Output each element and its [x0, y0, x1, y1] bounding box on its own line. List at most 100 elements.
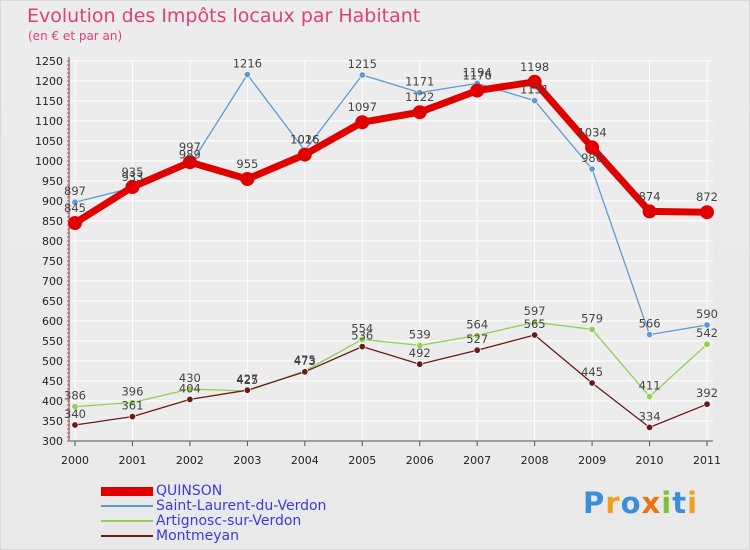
legend-swatch-montmeyan — [101, 535, 153, 537]
data-label-artignosc-sur-verdon: 579 — [581, 311, 603, 325]
data-point-artignosc-sur-verdon — [473, 331, 481, 339]
data-point-montmeyan — [301, 368, 309, 376]
series-layer — [68, 71, 714, 431]
data-label-quinson: 874 — [639, 189, 661, 203]
logo-letter: t — [672, 486, 688, 520]
x-tick-label: 2011 — [693, 454, 721, 467]
data-label-montmeyan: 565 — [524, 317, 546, 331]
series-line-montmeyan — [74, 334, 708, 429]
data-label-montmeyan: 492 — [409, 346, 431, 360]
y-tick-label: 550 — [42, 335, 63, 348]
data-label-montmeyan: 527 — [466, 332, 488, 346]
y-tick-label: 400 — [42, 395, 63, 408]
data-label-montmeyan: 340 — [64, 407, 86, 421]
data-point-artignosc-sur-verdon — [128, 399, 136, 407]
y-tick-label: 450 — [42, 375, 63, 388]
data-point-saint-laurent-du-verdon — [703, 321, 711, 329]
chart-subtitle: (en € et par an) — [28, 29, 123, 43]
data-label-artignosc-sur-verdon: 475 — [294, 353, 316, 367]
y-tick-labels: 300 350 400 450 500 550 600 650 700 750 800 850 900 9… — [35, 55, 63, 448]
data-point-quinson — [297, 147, 312, 162]
legend-swatch-quinson — [101, 487, 153, 496]
data-point-saint-laurent-du-verdon — [416, 89, 424, 97]
data-point-montmeyan — [473, 346, 481, 354]
y-tick-label: 1150 — [35, 95, 63, 108]
data-label-montmeyan: 445 — [581, 365, 603, 379]
y-tick-label: 1200 — [35, 75, 63, 88]
data-label-saint-laurent-du-verdon: 566 — [639, 317, 661, 331]
data-label-montmeyan: 473 — [294, 354, 316, 368]
data-label-quinson: 1034 — [577, 125, 606, 139]
legend-label-montmeyan: Montmeyan — [156, 528, 239, 544]
data-label-artignosc-sur-verdon: 386 — [64, 389, 86, 403]
data-label-quinson: 1198 — [520, 60, 549, 74]
data-label-saint-laurent-du-verdon: 1216 — [233, 57, 262, 71]
data-label-artignosc-sur-verdon: 542 — [696, 326, 718, 340]
logo-letter: o — [620, 486, 642, 520]
data-point-montmeyan — [358, 343, 366, 351]
data-point-montmeyan — [531, 331, 539, 339]
data-label-montmeyan: 427 — [236, 372, 258, 386]
data-point-quinson — [355, 115, 370, 130]
data-point-montmeyan — [646, 423, 654, 431]
proxiti-logo: Proxiti — [583, 486, 698, 520]
data-point-artignosc-sur-verdon — [186, 385, 194, 393]
x-tick-label: 2001 — [118, 454, 146, 467]
data-label-saint-laurent-du-verdon: 980 — [581, 151, 603, 165]
data-point-quinson — [642, 204, 657, 219]
data-label-quinson: 955 — [236, 157, 258, 171]
data-label-saint-laurent-du-verdon: 1171 — [405, 75, 434, 89]
data-label-quinson: 997 — [179, 140, 201, 154]
y-tick-label: 500 — [42, 355, 63, 368]
y-tick-label: 700 — [42, 275, 63, 288]
data-label-artignosc-sur-verdon: 430 — [179, 371, 201, 385]
logo-letter: i — [687, 486, 699, 520]
data-point-saint-laurent-du-verdon — [71, 198, 79, 206]
data-label-montmeyan: 404 — [179, 381, 201, 395]
data-label-saint-laurent-du-verdon: 933 — [121, 170, 143, 184]
data-label-quinson: 845 — [64, 201, 86, 215]
y-tick-label: 300 — [42, 435, 63, 448]
logo-letter: P — [583, 486, 606, 520]
data-label-saint-laurent-du-verdon: 1151 — [520, 83, 549, 97]
x-tick-label: 2007 — [463, 454, 491, 467]
data-point-montmeyan — [243, 386, 251, 394]
data-label-montmeyan: 361 — [121, 399, 143, 413]
data-label-artignosc-sur-verdon: 425 — [236, 373, 258, 387]
plot-area — [69, 61, 713, 441]
data-point-quinson — [125, 180, 140, 194]
x-tick-label: 2005 — [348, 454, 376, 467]
data-label-artignosc-sur-verdon: 554 — [351, 321, 373, 335]
data-point-artignosc-sur-verdon — [71, 403, 79, 411]
data-point-montmeyan — [703, 400, 711, 408]
data-point-artignosc-sur-verdon — [703, 340, 711, 348]
x-tick-label: 2003 — [233, 454, 261, 467]
logo-letter: r — [605, 486, 621, 520]
data-point-artignosc-sur-verdon — [416, 341, 424, 349]
data-label-artignosc-sur-verdon: 564 — [466, 317, 488, 331]
series-line-quinson — [71, 78, 711, 227]
logo-letter: x — [641, 486, 662, 520]
legend-label-artignosc: Artignosc-sur-Verdon — [156, 513, 302, 529]
plot-background — [69, 61, 713, 441]
data-labels-layer: 897 933 989 1216 1026 1215 1171 1194 1151 980 566 5… — [64, 57, 718, 424]
data-label-saint-laurent-du-verdon: 590 — [696, 307, 718, 321]
y-tick-label: 1000 — [35, 155, 63, 168]
data-label-artignosc-sur-verdon: 597 — [524, 304, 546, 318]
logo-letter: i — [661, 486, 673, 520]
data-point-quinson — [182, 155, 197, 170]
data-point-montmeyan — [416, 360, 424, 368]
y-tick-label: 650 — [42, 295, 63, 308]
data-point-saint-laurent-du-verdon — [588, 165, 596, 173]
data-point-saint-laurent-du-verdon — [358, 71, 366, 79]
data-label-saint-laurent-du-verdon: 989 — [179, 147, 201, 161]
data-label-montmeyan: 392 — [696, 386, 718, 400]
y-tick-label: 600 — [42, 315, 63, 328]
data-point-saint-laurent-du-verdon — [243, 71, 251, 79]
data-label-saint-laurent-du-verdon: 1026 — [290, 133, 319, 147]
data-point-montmeyan — [588, 379, 596, 387]
x-tick-label: 2000 — [61, 454, 89, 467]
x-tick-label: 2009 — [578, 454, 606, 467]
